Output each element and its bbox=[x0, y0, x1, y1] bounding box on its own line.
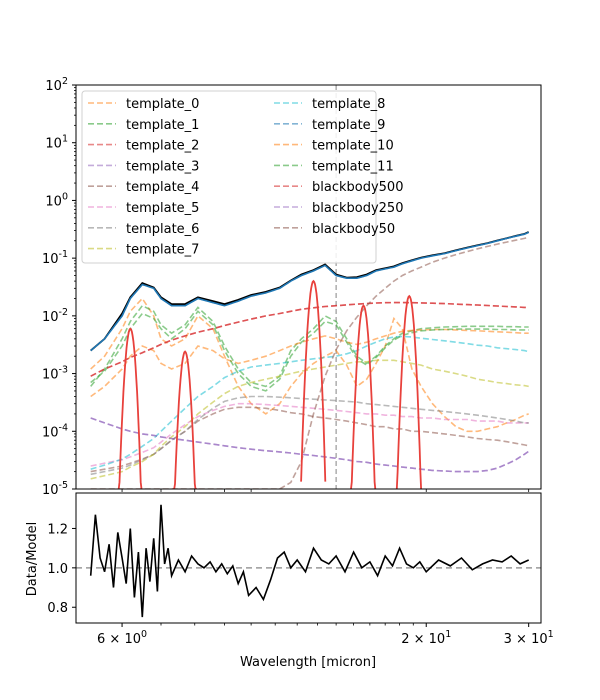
bottom-plot-frame bbox=[75, 492, 542, 624]
top-ytick-label: 10-1 bbox=[42, 249, 68, 267]
bottom-ytick-label: 0.8 bbox=[47, 601, 68, 616]
series-line-template-11 bbox=[90, 310, 529, 392]
bottom-panel: 0.8 1.0 1.2 6 × 100 2 × 101 3 × 101 Wavelengt… bbox=[25, 492, 554, 670]
top-ytick-label: 10-4 bbox=[42, 422, 68, 440]
legend-label-blackbody500: blackbody500 bbox=[312, 180, 403, 195]
legend: template_0 template_1 template_2 template_3… bbox=[81, 90, 403, 264]
legend-label-template-0: template_0 bbox=[126, 97, 199, 112]
bottom-xtick-label: 3 × 101 bbox=[504, 629, 554, 647]
emission-line-3 bbox=[300, 279, 327, 482]
top-plot-frame bbox=[75, 84, 542, 490]
legend-label-template-5: template_5 bbox=[126, 201, 199, 216]
top-ytick-label: 10-2 bbox=[42, 307, 68, 325]
emission-line-4 bbox=[350, 304, 377, 489]
top-series-group bbox=[90, 85, 530, 489]
legend-label-template-11: template_11 bbox=[312, 159, 394, 174]
legend-label-blackbody50: blackbody50 bbox=[312, 222, 395, 237]
series-line-template-6 bbox=[90, 395, 529, 476]
top-ytick-label: 102 bbox=[45, 76, 68, 94]
y-axis-title-bottom: Data/Model bbox=[25, 522, 40, 596]
legend-label-template-1: template_1 bbox=[126, 118, 199, 133]
legend-label-template-10: template_10 bbox=[312, 139, 394, 154]
bottom-series-group bbox=[76, 504, 541, 618]
legend-label-template-4: template_4 bbox=[126, 180, 199, 195]
series-line-blackbody50 bbox=[90, 236, 529, 489]
bottom-ticks-group: 0.8 1.0 1.2 6 × 100 2 × 101 3 × 101 bbox=[47, 522, 553, 647]
legend-label-template-2: template_2 bbox=[126, 139, 199, 154]
x-axis-title: Wavelength [micron] bbox=[240, 655, 376, 670]
top-ytick-label: 10-3 bbox=[42, 365, 68, 383]
series-line-template-10 bbox=[90, 328, 529, 398]
top-panel: 10-5 10-4 10-3 10-2 10-1 100 101 102 template_0… bbox=[42, 76, 542, 498]
series-line-template-0 bbox=[90, 297, 529, 433]
legend-label-blackbody250: blackbody250 bbox=[312, 201, 403, 216]
emission-line-2 bbox=[172, 350, 197, 489]
legend-label-template-9: template_9 bbox=[312, 118, 385, 133]
model-total-line bbox=[90, 231, 530, 352]
bottom-ytick-label: 1.2 bbox=[47, 522, 68, 537]
bottom-ytick-label: 1.0 bbox=[47, 562, 68, 577]
bottom-xtick-label: 6 × 100 bbox=[97, 629, 147, 647]
series-line-blackbody500 bbox=[90, 301, 529, 377]
top-ytick-label: 10-5 bbox=[42, 480, 68, 498]
top-ytick-label: 101 bbox=[45, 134, 68, 152]
legend-label-template-3: template_3 bbox=[126, 159, 199, 174]
legend-label-template-8: template_8 bbox=[312, 97, 385, 112]
emission-line-5 bbox=[395, 294, 422, 489]
bottom-plot-background bbox=[76, 493, 541, 623]
ratio-line bbox=[89, 504, 530, 618]
top-ytick-label: 100 bbox=[45, 191, 68, 209]
series-line-template-5 bbox=[90, 402, 529, 467]
top-ticks-group: 10-5 10-4 10-3 10-2 10-1 100 101 102 bbox=[42, 76, 530, 498]
legend-box bbox=[81, 90, 377, 264]
series-line-template-1 bbox=[90, 304, 529, 388]
bottom-xtick-label: 2 × 101 bbox=[401, 629, 451, 647]
legend-label-template-7: template_7 bbox=[126, 243, 199, 258]
emission-line-1 bbox=[117, 327, 143, 489]
series-line-template-8 bbox=[90, 335, 529, 470]
legend-label-template-6: template_6 bbox=[126, 222, 199, 237]
series-line-template-7 bbox=[90, 359, 529, 480]
